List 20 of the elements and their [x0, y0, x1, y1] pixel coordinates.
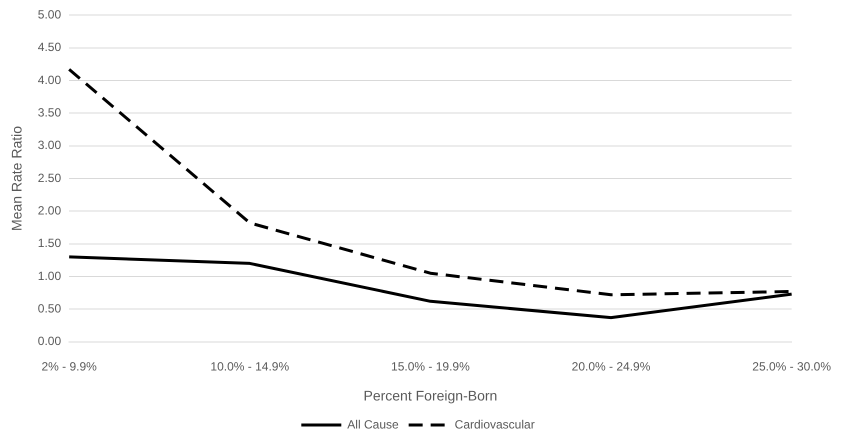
- y-tick-label: 4.00: [38, 72, 62, 87]
- x-tick-label: 20.0% - 24.9%: [572, 359, 651, 374]
- x-tick-label: 25.0% - 30.0%: [752, 359, 832, 374]
- y-tick-label: 2.00: [38, 203, 62, 218]
- legend-label: Cardiovascular: [454, 417, 535, 432]
- y-tick-label: 1.50: [38, 236, 62, 250]
- y-tick-label: 1.00: [38, 268, 62, 283]
- y-tick-label: 2.50: [38, 170, 62, 185]
- x-tick-label: 15.0% - 19.9%: [391, 359, 470, 374]
- x-tick-label: 2% - 9.9%: [41, 359, 98, 374]
- y-axis-title: Mean Rate Ratio: [8, 126, 24, 232]
- y-tick-label: 5.00: [38, 8, 62, 22]
- y-tick-label: 0.50: [38, 301, 62, 316]
- y-tick-label: 3.00: [38, 138, 62, 152]
- y-tick-label: 3.50: [38, 105, 62, 120]
- y-tick-label: 4.50: [38, 40, 62, 54]
- x-axis-title: Percent Foreign-Born: [363, 387, 498, 404]
- legend-label: All Cause: [347, 417, 399, 432]
- x-tick-label: 10.0% - 14.9%: [210, 359, 290, 374]
- y-tick-label: 0.00: [38, 334, 62, 348]
